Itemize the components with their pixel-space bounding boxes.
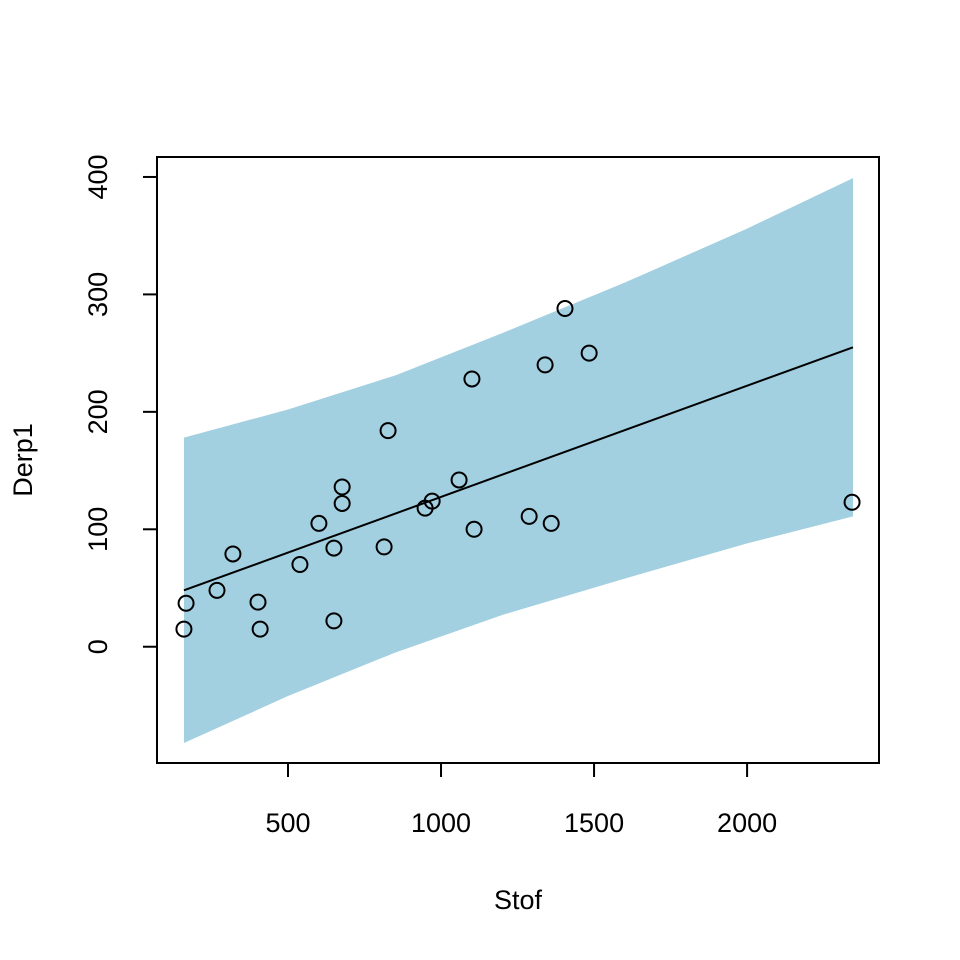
y-tick-label: 0 [83,639,113,654]
point [843,493,861,511]
point [333,478,351,496]
y-tick-label: 400 [83,154,113,199]
point [325,539,343,557]
point [224,545,242,563]
point [291,556,309,574]
point [375,538,393,556]
x-tick-label: 2000 [717,808,777,838]
y-tick-label: 100 [83,507,113,552]
point [379,422,397,440]
point [175,620,193,638]
point [580,344,598,362]
x-tick-label: 1000 [411,808,471,838]
point [333,494,351,512]
point [463,370,481,388]
point [249,593,267,611]
point [310,514,328,532]
point [520,507,538,525]
point [208,581,226,599]
regression-line [183,346,854,592]
point [177,594,195,612]
y-tick-label: 200 [83,389,113,434]
point [556,300,574,317]
point [536,356,554,374]
y-axis-label: Derp1 [8,423,38,497]
point [450,471,468,489]
point [465,520,483,538]
point [423,492,441,510]
prediction-band [183,178,853,744]
point [325,612,343,630]
y-tick-label: 300 [83,272,113,317]
point [251,620,269,638]
x-tick-label: 500 [265,808,310,838]
x-axis-label: Stof [494,885,543,915]
point [542,514,560,532]
x-tick-label: 1500 [564,808,624,838]
